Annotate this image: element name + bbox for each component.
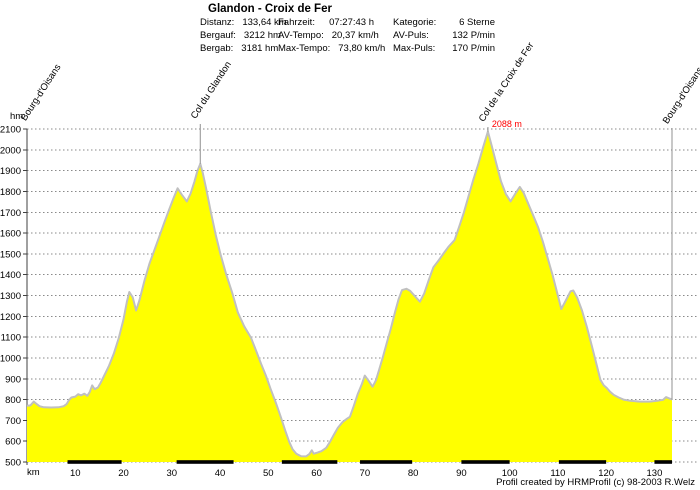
stat-value: 133,64 km [242,17,287,28]
stat-row: Kategorie: 6 Sterne [393,16,495,29]
stat-value: 20,37 km/h [331,30,379,41]
y-tick-label: 1800 [0,187,21,198]
x-tick-label: 70 [360,468,371,479]
y-tick-label: 1100 [1,333,21,344]
y-tick-label: 1700 [0,208,21,219]
stat-value: 73,80 km/h [338,43,386,54]
stat-value: 170 P/min [452,43,495,54]
scale-bar-segment [176,460,234,464]
stat-row: Fahrzeit: 07:27:43 h [278,16,374,29]
stat-value: 3181 hm [241,43,279,54]
y-tick-label: 2100 [0,125,21,136]
stat-row: Bergauf: 3212 hm [200,29,281,42]
y-tick-label: 900 [5,374,21,385]
y-tick-label: 700 [5,416,21,427]
route-point-label: Bourg-d'Oisans [19,62,93,123]
y-tick-label: 1300 [0,291,21,302]
stat-value: 3212 hm [243,30,281,41]
stat-value: 07:27:43 h [329,17,374,28]
stat-row: Distanz: 133,64 km [200,16,287,29]
x-tick-label: 110 [550,468,565,479]
elevation-outline [26,130,673,458]
y-tick-label: 1000 [0,353,21,364]
route-point-label: Col du Glandon [189,60,264,121]
y-tick-label: 1200 [0,312,21,323]
x-tick-label: 100 [502,468,518,479]
x-tick-label: 40 [215,468,226,479]
stat-label: Max-Puls: [393,43,436,54]
y-tick-label: 600 [5,437,21,448]
x-tick-label: 80 [408,468,419,479]
y-tick-label: 2000 [0,145,21,156]
scale-bar-segment [281,460,338,464]
stats-column: Distanz: 133,64 km Bergauf: 3212 hm Bergab: 3… [200,16,287,55]
stat-value: 6 Sterne [459,17,495,28]
y-axis-unit-label: hm [10,111,24,122]
stat-label: AV-Puls: [393,30,429,41]
scale-bar-segment [360,460,413,464]
stats-column: Fahrzeit: 07:27:43 h AV-Tempo: 20,37 km/h Ma… [278,16,385,55]
elevation-area [27,131,672,462]
x-tick-label: 60 [311,468,322,479]
x-tick-label: 20 [118,468,129,479]
stat-row: Max-Puls: 170 P/min [393,42,495,55]
x-tick-label: 130 [647,468,663,479]
y-tick-label: 1900 [0,166,21,177]
scale-bar-segment [654,460,672,464]
x-tick-label: 10 [70,468,81,479]
stat-label: AV-Tempo: [278,30,324,41]
stat-value: 132 P/min [452,30,495,41]
y-tick-label: 500 [5,458,21,469]
y-tick-label: 1600 [0,229,21,240]
scale-bar-segment [67,460,122,464]
x-tick-label: 90 [456,468,467,479]
route-point-label: Bourg-d'Oisans [661,65,700,126]
stat-row: Max-Tempo: 73,80 km/h [278,42,385,55]
x-axis-unit-label: km [27,467,40,478]
stat-row: AV-Puls: 132 P/min [393,29,495,42]
y-tick-label: 1500 [0,249,21,260]
stat-label: Distanz: [200,17,235,28]
stat-label: Kategorie: [393,17,437,28]
x-tick-label: 120 [598,468,614,479]
stat-row: Bergab: 3181 hm [200,42,278,55]
scale-bar-segment [461,460,510,464]
x-tick-label: 50 [263,468,274,479]
stat-label: Bergauf: [200,30,236,41]
stat-label: Bergab: [200,43,234,54]
x-tick-label: 30 [167,468,178,479]
stat-label: Fahrzeit: [278,17,315,28]
y-tick-label: 800 [5,395,21,406]
peak-elevation-value: 2088 m [491,119,522,129]
y-tick-label: 1400 [0,270,21,281]
stat-label: Max-Tempo: [278,43,331,54]
stats-column: Kategorie: 6 Sterne AV-Puls: 132 P/min Max-P… [393,16,495,55]
stat-row: AV-Tempo: 20,37 km/h [278,29,379,42]
scale-bar-segment [558,460,607,464]
credit-text: Profil created by HRMProfil (c) 98-2003 … [496,477,695,488]
page-title: Glandon - Croix de Fer [208,3,332,15]
